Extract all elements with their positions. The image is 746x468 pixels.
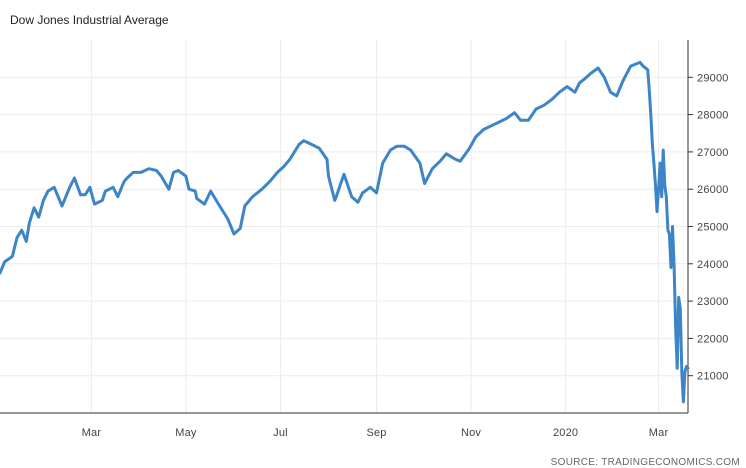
- y-tick-label: 26000: [697, 184, 729, 196]
- y-tick-label: 28000: [697, 110, 729, 122]
- y-axis-ticks: 21000 22000 23000 24000 25000 26000 27000 28000…: [688, 72, 729, 383]
- horizontal-gridlines: [0, 76, 688, 377]
- source-note: SOURCE: TRADINGECONOMICS.COM: [551, 457, 740, 468]
- y-tick-label: 23000: [697, 296, 729, 308]
- y-tick-label: 29000: [697, 72, 729, 84]
- y-tick-label: 27000: [697, 147, 729, 159]
- y-tick-label: 25000: [697, 222, 729, 234]
- x-tick-label: Mar: [82, 427, 102, 439]
- series-group: [0, 60, 690, 404]
- chart-title: Dow Jones Industrial Average: [10, 13, 169, 27]
- x-tick-label: Sep: [366, 427, 386, 439]
- x-axis-ticks: Mar May Jul Sep Nov 2020 Mar: [82, 427, 669, 439]
- series-line: [0, 60, 690, 404]
- x-tick-label: Mar: [649, 427, 669, 439]
- x-tick-label: Nov: [461, 427, 481, 439]
- x-tick-label: Jul: [273, 427, 288, 439]
- y-tick-label: 22000: [697, 333, 729, 345]
- x-tick-label: May: [175, 427, 197, 439]
- x-tick-label: 2020: [553, 427, 578, 439]
- y-tick-label: 24000: [697, 259, 729, 271]
- y-tick-label: 21000: [697, 371, 729, 383]
